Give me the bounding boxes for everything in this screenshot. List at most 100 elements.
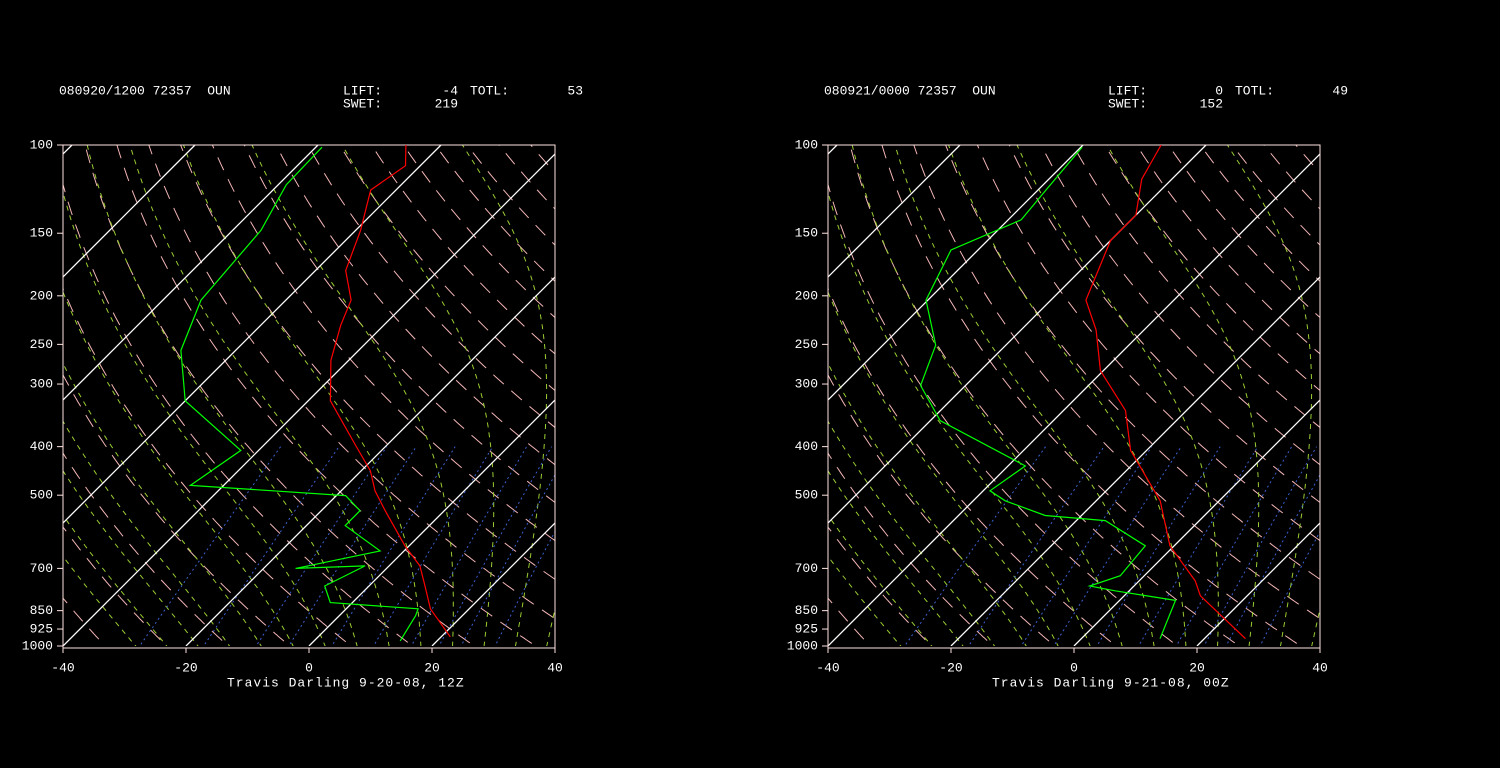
mixing-ratio-line xyxy=(255,446,388,646)
isotherm xyxy=(950,276,1320,646)
mixing-ratio-line xyxy=(460,474,555,646)
x-tick-label: 40 xyxy=(547,660,563,675)
mixing-ratio-line xyxy=(968,446,1105,646)
y-tick-label: 850 xyxy=(30,603,53,618)
dry-adiabat xyxy=(1072,145,1320,429)
moist-adiabat xyxy=(828,362,1027,646)
mixing-ratio-line xyxy=(1096,446,1221,646)
isotherm xyxy=(63,145,319,401)
isotherm xyxy=(1196,522,1320,646)
y-tick-label: 100 xyxy=(795,137,818,152)
x-tick-label: 0 xyxy=(1070,660,1078,675)
moist-adiabat xyxy=(63,190,326,646)
dry-adiabat xyxy=(148,145,555,620)
y-tick-label: 300 xyxy=(30,376,53,391)
dewpoint-profile xyxy=(919,146,1177,639)
mixing-ratio-line xyxy=(1225,474,1320,646)
dry-adiabat xyxy=(828,182,1179,646)
swet-label: SWET: xyxy=(1108,96,1147,111)
moist-adiabat xyxy=(129,145,390,646)
temperature-profile xyxy=(329,145,451,638)
x-tick-label: -40 xyxy=(816,660,839,675)
dry-adiabat xyxy=(116,145,537,646)
mixing-ratio-line xyxy=(331,446,456,646)
mixing-ratio-line xyxy=(494,530,555,646)
y-tick-label: 400 xyxy=(795,439,818,454)
mixing-ratio-line xyxy=(1053,446,1182,646)
y-tick-label: 850 xyxy=(795,603,818,618)
background-lines xyxy=(63,145,555,646)
dry-adiabat xyxy=(913,145,1320,620)
moist-adiabat xyxy=(828,290,1059,646)
dry-adiabat xyxy=(211,145,555,542)
totl-label: TOTL: xyxy=(470,83,509,98)
moist-adiabat xyxy=(851,145,1123,646)
mixing-ratio-line xyxy=(410,446,528,646)
dry-adiabat xyxy=(63,182,414,646)
x-tick-label: 20 xyxy=(424,660,440,675)
mixing-ratio-line xyxy=(1203,446,1318,646)
x-tick-label: -40 xyxy=(51,660,74,675)
x-tick-label: 0 xyxy=(305,660,313,675)
caption: Travis Darling 9-21-08, 00Z xyxy=(992,675,1230,690)
mixing-ratio-line xyxy=(1259,530,1320,646)
dry-adiabat xyxy=(849,145,1240,646)
dry-adiabat xyxy=(63,373,291,646)
lift-value: 0 xyxy=(1215,83,1223,98)
y-tick-label: 150 xyxy=(795,226,818,241)
y-tick-label: 925 xyxy=(30,621,53,636)
moist-adiabat xyxy=(1226,145,1313,646)
y-tick-label: 700 xyxy=(30,561,53,576)
dry-adiabat xyxy=(63,287,352,646)
x-tick-label: -20 xyxy=(174,660,197,675)
moist-adiabat xyxy=(63,362,262,646)
moist-adiabat xyxy=(341,145,495,646)
swet-label: SWET: xyxy=(343,96,382,111)
dry-adiabat xyxy=(63,597,106,646)
mixing-ratio-line xyxy=(288,446,417,646)
moist-adiabat xyxy=(461,145,548,646)
y-tick-label: 1000 xyxy=(22,638,53,653)
x-tick-label: 40 xyxy=(1312,660,1328,675)
y-tick-label: 700 xyxy=(795,561,818,576)
skewt-panel: 080921/0000 72357 OUN LIFT: 0 TOTL: 49 SWET: 1… xyxy=(787,83,1348,690)
y-tick-label: 500 xyxy=(30,488,53,503)
isotherm xyxy=(185,276,555,646)
lift-value: -4 xyxy=(442,83,458,98)
moist-adiabat xyxy=(251,145,454,646)
dry-adiabat xyxy=(881,145,1302,646)
swet-value: 219 xyxy=(435,96,458,111)
dry-adiabat xyxy=(945,145,1320,580)
dry-adiabat xyxy=(63,526,168,646)
totl-label: TOTL: xyxy=(1235,83,1274,98)
dry-adiabat xyxy=(828,526,933,646)
moist-adiabat xyxy=(894,145,1155,646)
y-tick-label: 250 xyxy=(795,337,818,352)
dry-adiabat xyxy=(828,597,871,646)
temperature-profile xyxy=(1085,145,1246,640)
isotherm xyxy=(308,399,555,646)
moist-adiabat xyxy=(1106,145,1260,646)
y-tick-label: 200 xyxy=(795,288,818,303)
lift-label: LIFT: xyxy=(343,83,382,98)
mixing-ratio-line xyxy=(203,446,340,646)
y-tick-label: 200 xyxy=(30,288,53,303)
totl-value: 53 xyxy=(567,83,583,98)
swet-value: 152 xyxy=(1200,96,1223,111)
isotherm xyxy=(63,145,196,278)
y-tick-label: 150 xyxy=(30,226,53,241)
profiles xyxy=(180,145,451,642)
x-tick-label: 20 xyxy=(1189,660,1205,675)
moist-adiabat xyxy=(1016,145,1219,646)
caption: Travis Darling 9-20-08, 12Z xyxy=(227,675,465,690)
dry-adiabat xyxy=(307,145,555,429)
isotherm xyxy=(63,145,442,524)
moist-adiabat xyxy=(63,290,294,646)
mixing-ratio-line xyxy=(1175,446,1293,646)
mixing-ratio-line xyxy=(438,446,553,646)
moist-adiabat xyxy=(828,190,1091,646)
isotherm xyxy=(1073,399,1320,646)
background-lines xyxy=(828,145,1320,646)
